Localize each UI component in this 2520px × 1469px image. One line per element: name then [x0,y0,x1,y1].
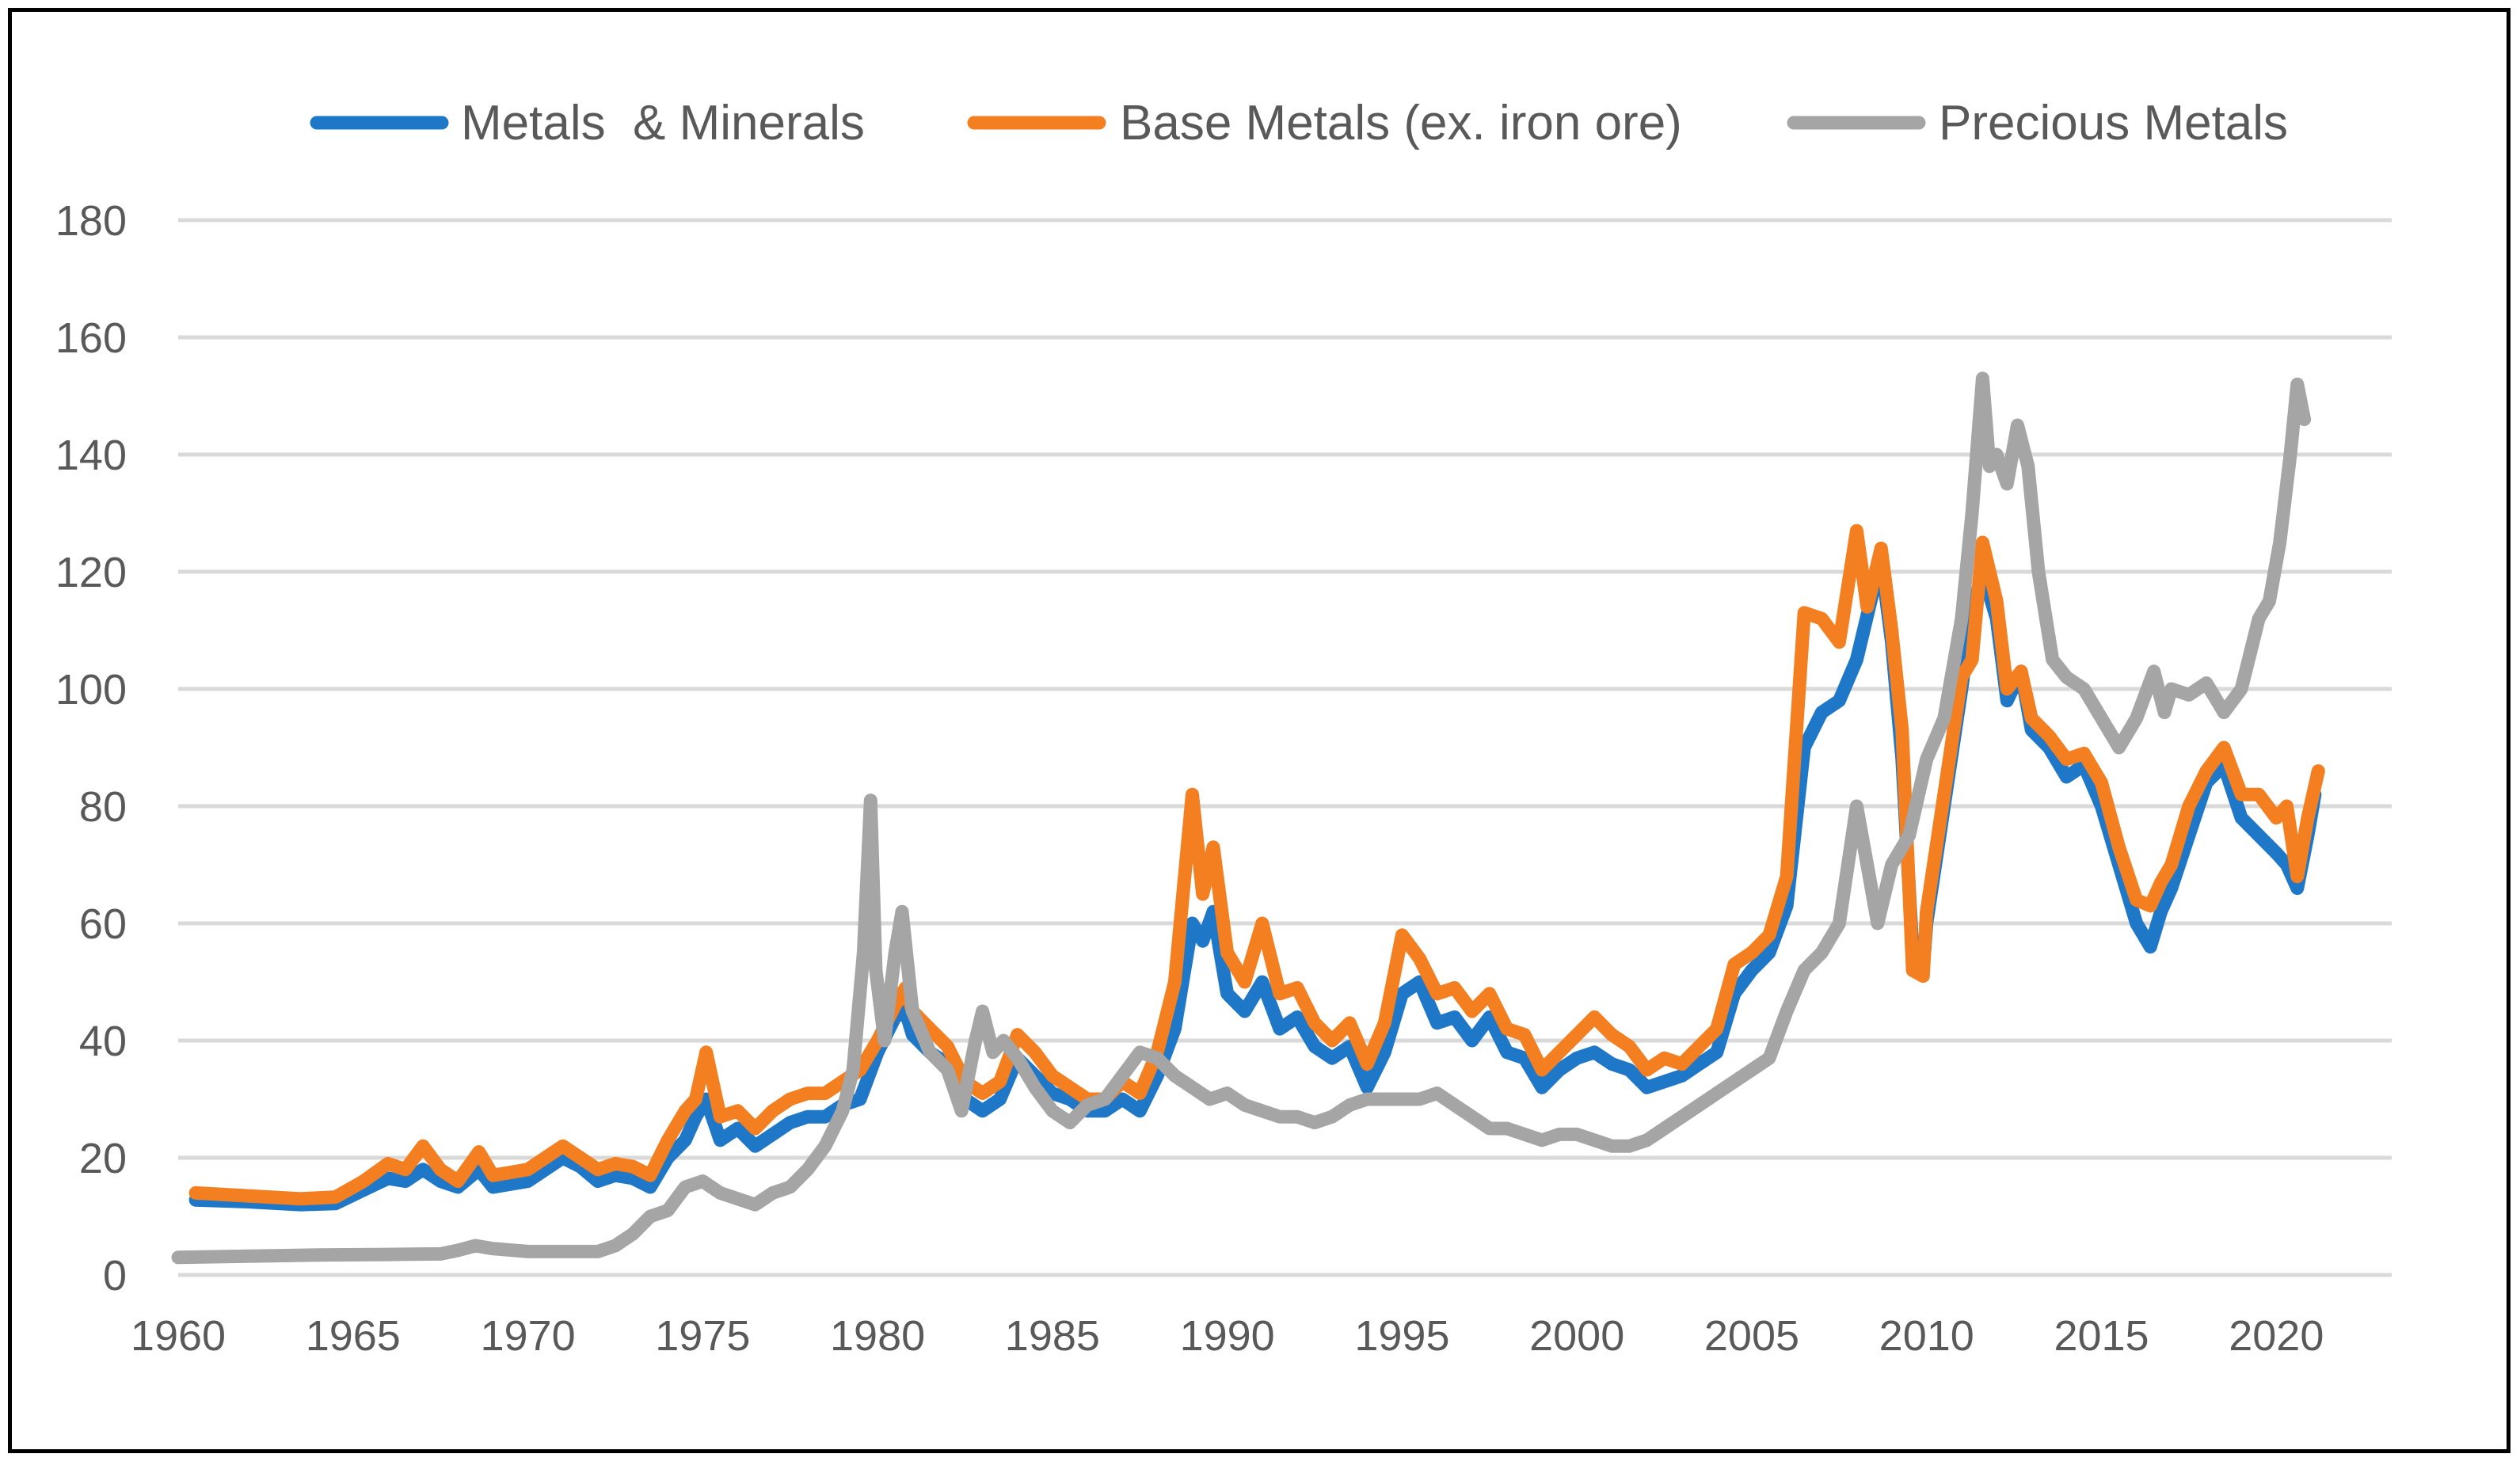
series-line-precious-metals [171,371,2312,1265]
x-tick-label: 2010 [1879,1312,1974,1360]
y-tick-label: 60 [79,900,127,948]
y-tick-label: 100 [55,666,127,714]
x-axis-ticks: 1960 1965 1970 1975 1980 1985 1990 1995 2000 2005… [131,1312,2324,1360]
series-lines [171,371,2325,1265]
x-tick-label: 1970 [480,1312,575,1360]
y-tick-label: 160 [55,314,127,362]
legend-item-base-metals: Base Metals (ex. iron ore) [967,96,1682,150]
x-tick-label: 2000 [1529,1312,1624,1360]
legend-label-precious-metals: Precious Metals [1939,96,2288,150]
series-line-base-metals [188,523,2325,1206]
legend-label-metals-minerals: Metals & Minerals [461,96,865,150]
y-tick-label: 120 [55,549,127,596]
y-tick-label: 140 [55,432,127,479]
legend-item-metals-minerals: Metals & Minerals [310,96,865,150]
x-tick-label: 1975 [655,1312,750,1360]
x-tick-label: 2005 [1704,1312,1799,1360]
x-tick-label: 1965 [306,1312,401,1360]
x-tick-label: 1960 [131,1312,226,1360]
y-tick-label: 80 [79,783,127,831]
x-tick-label: 1985 [1005,1312,1100,1360]
chart-frame [8,8,2510,1453]
y-tick-label: 0 [103,1252,127,1300]
legend-item-precious-metals: Precious Metals [1787,96,2288,150]
x-tick-label: 1990 [1180,1312,1275,1360]
x-tick-label: 1995 [1354,1312,1449,1360]
legend: Metals & Minerals Base Metals (ex. iron … [310,96,2288,150]
x-tick-label: 1980 [830,1312,925,1360]
y-tick-label: 40 [79,1018,127,1065]
series-line-metals-minerals [188,553,2322,1212]
x-tick-label: 2015 [2054,1312,2149,1360]
x-tick-label: 2020 [2229,1312,2324,1360]
y-axis-ticks: 0 20 40 60 80 100 120 140 160 180 [55,197,127,1300]
y-tick-label: 180 [55,197,127,245]
y-tick-label: 20 [79,1135,127,1182]
legend-label-base-metals: Base Metals (ex. iron ore) [1120,96,1682,150]
